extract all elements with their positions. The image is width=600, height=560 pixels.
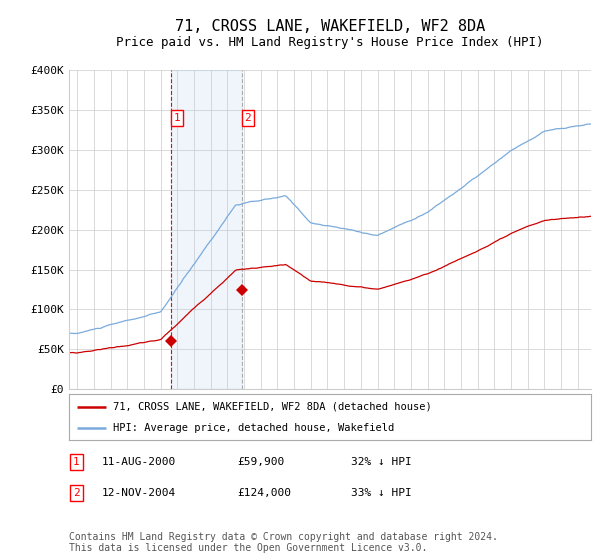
- Text: £59,900: £59,900: [237, 457, 284, 467]
- Text: 71, CROSS LANE, WAKEFIELD, WF2 8DA: 71, CROSS LANE, WAKEFIELD, WF2 8DA: [175, 20, 485, 34]
- Text: 11-AUG-2000: 11-AUG-2000: [102, 457, 176, 467]
- Text: Price paid vs. HM Land Registry's House Price Index (HPI): Price paid vs. HM Land Registry's House …: [116, 36, 544, 49]
- Text: 33% ↓ HPI: 33% ↓ HPI: [351, 488, 412, 498]
- Text: 32% ↓ HPI: 32% ↓ HPI: [351, 457, 412, 467]
- Text: 2: 2: [73, 488, 80, 498]
- Text: 71, CROSS LANE, WAKEFIELD, WF2 8DA (detached house): 71, CROSS LANE, WAKEFIELD, WF2 8DA (deta…: [113, 402, 432, 412]
- Bar: [171, 70, 242, 389]
- Text: £124,000: £124,000: [237, 488, 291, 498]
- Text: 1: 1: [173, 113, 180, 123]
- Text: HPI: Average price, detached house, Wakefield: HPI: Average price, detached house, Wake…: [113, 423, 395, 433]
- Text: 2: 2: [244, 113, 251, 123]
- Text: 12-NOV-2004: 12-NOV-2004: [102, 488, 176, 498]
- Text: Contains HM Land Registry data © Crown copyright and database right 2024.
This d: Contains HM Land Registry data © Crown c…: [69, 531, 498, 553]
- Text: 1: 1: [73, 457, 80, 467]
